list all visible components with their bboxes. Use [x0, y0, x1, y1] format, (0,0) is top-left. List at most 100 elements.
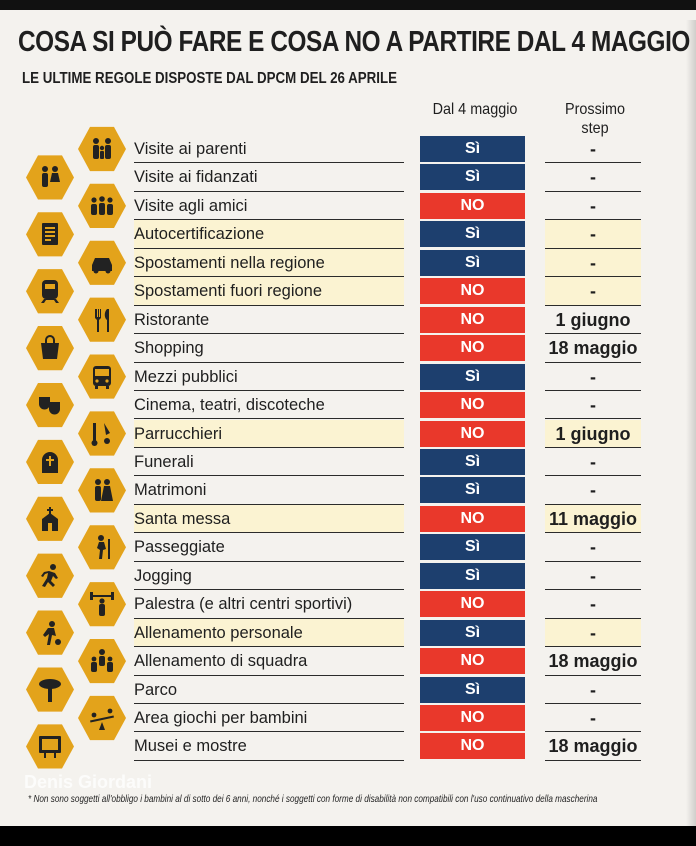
table-row: Parrucchieri NO 1 giugno: [0, 419, 696, 448]
footnote: * Non sono soggetti all'obbligo i bambin…: [28, 793, 598, 805]
table-row: Santa messa NO 11 maggio: [0, 504, 696, 534]
next-step-value: 18 maggio: [545, 732, 641, 761]
next-step-value: -: [545, 562, 641, 591]
status-badge-no: NO: [420, 505, 525, 532]
status-badge-no: NO: [420, 278, 525, 305]
status-badge-yes: Sì: [420, 534, 525, 561]
page-title: COSA SI PUÒ FARE E COSA NO A PARTIRE DAL…: [18, 26, 690, 58]
row-label: Musei e mostre: [134, 732, 404, 761]
table-row: Funerali Sì -: [0, 448, 696, 477]
status-badge-no: NO: [420, 392, 525, 419]
status-badge-no: NO: [420, 648, 525, 675]
train-icon-glyph: [41, 280, 59, 304]
row-label: Passeggiate: [134, 533, 404, 562]
page-subtitle: LE ULTIME REGOLE DISPOSTE DAL DPCM DEL 2…: [22, 70, 398, 87]
soccer-player-icon-glyph: [43, 620, 61, 645]
row-label: Spostamenti nella regione: [134, 248, 404, 278]
couple-icon-glyph: [42, 166, 60, 188]
top-bar: [0, 0, 696, 10]
tree-icon: [26, 667, 74, 712]
row-label: Shopping: [134, 334, 404, 363]
next-step-value: -: [545, 135, 641, 164]
document-icon-glyph: [42, 223, 58, 246]
theater-masks-icon-glyph: [39, 397, 60, 415]
tree-icon-glyph: [39, 678, 61, 702]
next-step-value: -: [545, 391, 641, 420]
table-row: Visite ai fidanzati Sì -: [0, 163, 696, 192]
family-icon-glyph: [93, 138, 111, 159]
row-label: Funerali: [134, 448, 404, 477]
status-badge-yes: Sì: [420, 249, 525, 276]
next-step-value: 18 maggio: [545, 647, 641, 676]
row-label: Allenamento personale: [134, 618, 404, 648]
next-step-value: -: [545, 704, 641, 733]
runner-icon-glyph: [41, 563, 58, 587]
bus-icon: [78, 354, 126, 399]
museum-frame-icon: [26, 724, 74, 769]
next-step-value: -: [545, 220, 641, 249]
status-badge-no: NO: [420, 192, 525, 219]
table-row: Matrimoni Sì -: [0, 476, 696, 505]
next-step-value: -: [545, 590, 641, 619]
status-badge-yes: Sì: [420, 562, 525, 589]
next-step-value: -: [545, 618, 641, 648]
row-label: Area giochi per bambini: [134, 704, 404, 733]
table-row: Passeggiate Sì -: [0, 533, 696, 562]
shopping-bag-icon-glyph: [41, 335, 59, 360]
soccer-player-icon: [26, 610, 74, 655]
row-label: Autocertificazione: [134, 220, 404, 249]
next-step-value: 1 giugno: [545, 419, 641, 448]
status-badge-yes: Sì: [420, 619, 525, 646]
table-row: Autocertificazione Sì -: [0, 220, 696, 249]
bottom-bar: [0, 826, 696, 846]
table-row: Visite agli amici NO -: [0, 192, 696, 221]
bus-icon-glyph: [93, 365, 111, 389]
next-step-value: -: [545, 248, 641, 278]
status-badge-no: NO: [420, 306, 525, 333]
next-step-value: -: [545, 476, 641, 505]
status-badge-yes: Sì: [420, 164, 525, 191]
status-badge-no: NO: [420, 420, 525, 447]
team-icon-glyph: [91, 649, 113, 673]
next-step-value: -: [545, 192, 641, 221]
next-step-value: -: [545, 676, 641, 704]
status-badge-yes: Sì: [420, 676, 525, 703]
status-badge-no: NO: [420, 591, 525, 618]
row-label: Spostamenti fuori regione: [134, 277, 404, 306]
next-step-value: 18 maggio: [545, 334, 641, 363]
next-step-value: -: [545, 277, 641, 306]
table-row: Spostamenti nella regione Sì -: [0, 248, 696, 278]
row-label: Jogging: [134, 562, 404, 591]
row-label: Santa messa: [134, 504, 404, 534]
row-label: Parco: [134, 676, 404, 704]
museum-frame-icon-glyph: [39, 736, 61, 759]
friends-icon-glyph: [91, 196, 113, 215]
wedding-icon-glyph: [95, 479, 113, 502]
table-row: Palestra (e altri centri sportivi) NO -: [0, 590, 696, 619]
status-badge-no: NO: [420, 733, 525, 760]
hiker-icon: [78, 525, 126, 570]
row-label: Cinema, teatri, discoteche: [134, 391, 404, 420]
car-icon-glyph: [92, 257, 112, 274]
infographic-card: COSA SI PUÒ FARE E COSA NO A PARTIRE DAL…: [0, 10, 696, 826]
weightlifter-icon-glyph: [90, 592, 114, 617]
next-step-value: 11 maggio: [545, 504, 641, 534]
next-step-value: -: [545, 533, 641, 562]
row-label: Parrucchieri: [134, 419, 404, 448]
table-row: Ristorante NO 1 giugno: [0, 306, 696, 335]
next-step-value: -: [545, 363, 641, 392]
cutlery-icon-glyph: [95, 308, 109, 332]
status-badge-yes: Sì: [420, 477, 525, 504]
column-header-dal-4-maggio: Dal 4 maggio: [432, 101, 518, 118]
row-label: Palestra (e altri centri sportivi): [134, 590, 404, 619]
row-label: Allenamento di squadra: [134, 647, 404, 676]
church-icon-glyph: [42, 506, 58, 531]
status-badge-yes: Sì: [420, 136, 525, 162]
row-label: Mezzi pubblici: [134, 363, 404, 392]
table-row: Allenamento di squadra NO 18 maggio: [0, 647, 696, 676]
status-badge-yes: Sì: [420, 221, 525, 248]
next-step-value: -: [545, 448, 641, 477]
table-row: Area giochi per bambini NO -: [0, 704, 696, 733]
table-row: Mezzi pubblici Sì -: [0, 363, 696, 392]
row-label: Visite ai fidanzati: [134, 163, 404, 192]
